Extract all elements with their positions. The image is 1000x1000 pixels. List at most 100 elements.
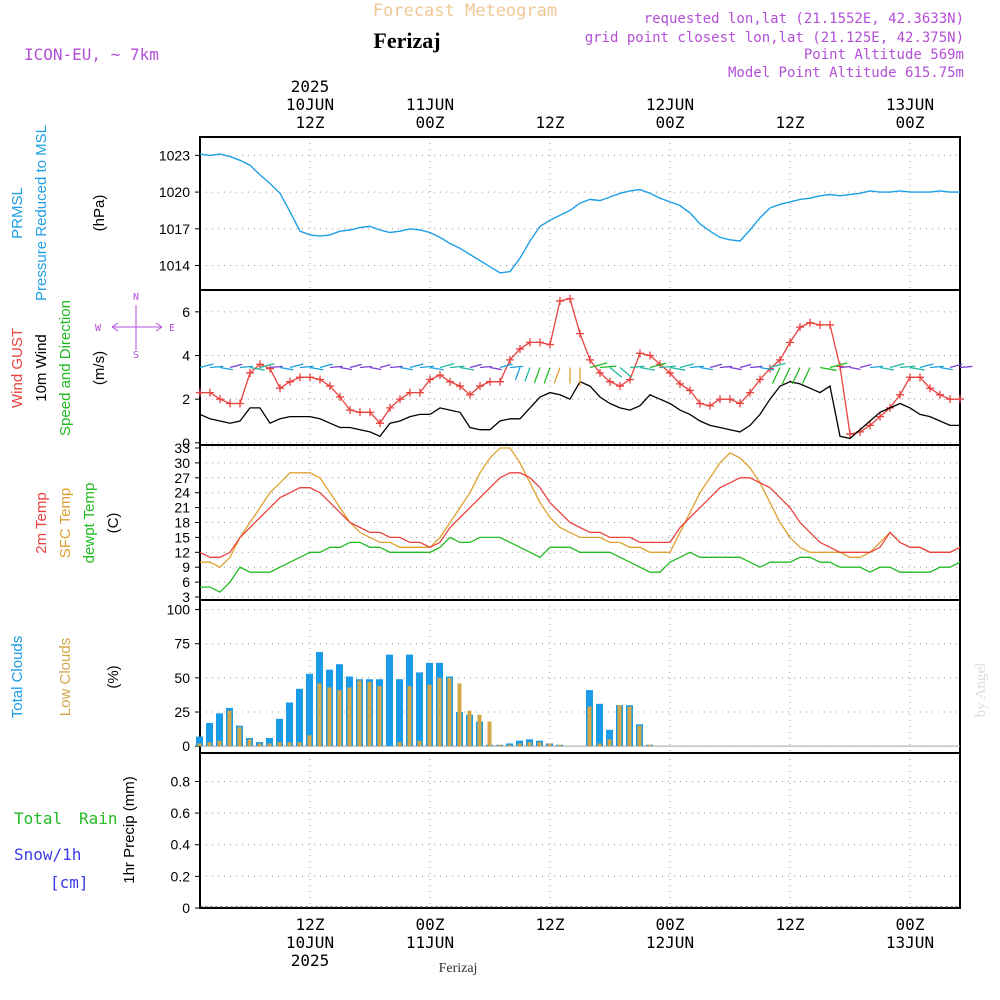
y-tick-label-clouds: 75 xyxy=(174,636,190,652)
gust-marker xyxy=(326,382,334,391)
low-cloud-bar xyxy=(357,680,362,747)
compass-s: S xyxy=(133,350,139,361)
panel-labels: PRMSL Pressure Reduced to MSL (hPa) Wind GU… xyxy=(9,125,175,892)
gust-marker xyxy=(486,377,494,386)
wind-direction-arrow xyxy=(499,363,513,369)
wind-direction-arrow xyxy=(479,365,492,369)
compass-n: N xyxy=(133,292,139,303)
gust-marker xyxy=(826,320,834,329)
y-tick-label-precip: 0.4 xyxy=(171,837,191,853)
gust-marker xyxy=(516,344,524,353)
bottom-axis-date: 10JUN xyxy=(286,933,334,952)
total-cloud-bar xyxy=(296,688,303,747)
wind-direction-arrow xyxy=(533,367,541,384)
gust-marker xyxy=(906,373,914,382)
gust-marker xyxy=(836,362,844,371)
total-label: Total xyxy=(14,809,62,828)
low-cloud-bar xyxy=(557,744,562,747)
wind-direction-arrow xyxy=(909,366,925,371)
panel-frame-pressure xyxy=(199,136,961,291)
wind-direction-arrow xyxy=(349,363,362,369)
wind-direction-arrow xyxy=(524,367,531,382)
y-tick-label-temp: 21 xyxy=(174,500,190,516)
dewpt-line xyxy=(200,536,961,593)
wind-direction-arrow xyxy=(459,366,475,371)
low-cloud-bar xyxy=(297,742,302,747)
gust-marker xyxy=(336,392,344,401)
wind-direction-arrow xyxy=(209,365,224,369)
gust-marker xyxy=(846,430,854,439)
total-cloud-bar xyxy=(606,729,613,747)
wind-direction-arrow xyxy=(629,365,645,369)
wind-direction-arrow xyxy=(699,366,713,371)
low-cloud-bar xyxy=(197,743,202,747)
requested-coords: requested lon,lat (21.1552E, 42.3633N) xyxy=(644,11,964,27)
low-cloud-bar xyxy=(537,742,542,747)
total-cloud-bar xyxy=(216,713,223,747)
point-altitude: Point Altitude 569m xyxy=(804,47,964,63)
top-axis-date: 10JUN xyxy=(286,95,334,114)
total-cloud-bar xyxy=(416,672,423,747)
wind-direction-arrow xyxy=(859,363,872,369)
chart-title: Forecast Meteogram xyxy=(373,1,557,21)
y-tick-label-precip: 0 xyxy=(182,900,190,916)
location-title: Ferizaj xyxy=(373,28,440,53)
wind-direction-arrow xyxy=(939,366,953,371)
low-cloud-bar xyxy=(287,742,292,747)
low-cloud-bar xyxy=(307,735,312,747)
low-cloud-bar xyxy=(397,742,402,747)
gust-marker xyxy=(386,403,394,412)
y-tick-label-pressure: 1023 xyxy=(159,147,190,163)
bottom-axis-hour: 00Z xyxy=(416,915,445,934)
wind-direction-arrow xyxy=(289,363,304,369)
wind-direction-arrow xyxy=(553,367,561,384)
gust-marker xyxy=(926,384,934,393)
low-cloud-bar xyxy=(367,681,372,747)
top-axis-hour: 00Z xyxy=(896,113,925,132)
panel-frame-precip xyxy=(199,752,961,909)
gust-marker xyxy=(376,419,384,428)
wind-direction-arrow xyxy=(949,363,963,369)
wind-direction-arrow xyxy=(299,365,314,369)
low-cloud-bar xyxy=(267,743,272,747)
pressure-label-1: PRMSL xyxy=(9,187,26,239)
y-tick-label-wind: 6 xyxy=(182,304,190,320)
wind-direction-arrow xyxy=(749,365,763,369)
y-tick-label-clouds: 25 xyxy=(174,704,190,720)
wind-direction-arrow xyxy=(469,363,482,369)
y-tick-label-pressure: 1014 xyxy=(159,258,190,274)
gust-marker xyxy=(596,368,604,377)
wind-direction-arrow xyxy=(229,363,243,369)
wind-direction-arrow xyxy=(339,366,353,371)
total-cloud-bar xyxy=(266,737,273,747)
gust-marker xyxy=(316,375,324,384)
top-axis-date: 13JUN xyxy=(886,95,934,114)
low-cloud-bar xyxy=(547,743,552,747)
wind-direction-arrow xyxy=(769,362,786,369)
gust-marker xyxy=(226,399,234,408)
low-cloud-bar xyxy=(527,742,532,747)
axes: 1014101710201023024636912151821242730330… xyxy=(159,77,961,976)
bottom-axis-hour: 12Z xyxy=(296,915,325,934)
wind10m-label: 10m Wind xyxy=(33,334,50,402)
low-cloud-bar xyxy=(587,706,592,747)
low-cloud-bar xyxy=(647,744,652,747)
wind-direction-arrow xyxy=(649,362,667,369)
wind-direction-arrow xyxy=(309,366,324,371)
gust-marker xyxy=(236,399,244,408)
wind-direction-arrow xyxy=(449,365,465,369)
y-tick-label-temp: 3 xyxy=(182,589,190,605)
sfc-temp-line xyxy=(200,447,961,568)
temp2m-line xyxy=(199,472,961,558)
wind-direction-arrow xyxy=(239,365,254,369)
wind-direction-arrow xyxy=(739,363,752,369)
wind-direction-arrow xyxy=(899,365,916,369)
gust-marker xyxy=(446,377,454,386)
bottom-axis-date: 11JUN xyxy=(406,933,454,952)
low-cloud-bar xyxy=(447,677,452,747)
wind-direction-arrow xyxy=(389,365,403,369)
gust-marker xyxy=(546,340,554,349)
gust-marker xyxy=(216,395,224,404)
gust-marker xyxy=(736,399,744,408)
low-cloud-bar xyxy=(517,743,522,747)
